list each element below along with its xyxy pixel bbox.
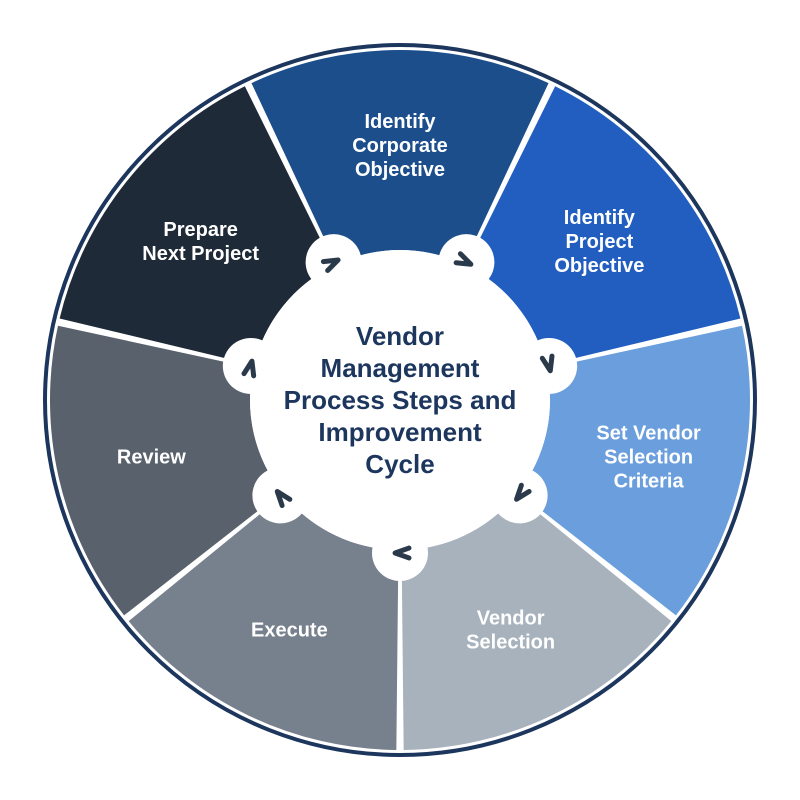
- segment-label-identify-project-objective: IdentifyProjectObjective: [554, 207, 644, 277]
- vendor-management-cycle-chart: IdentifyCorporateObjective IdentifyProjec…: [0, 0, 800, 800]
- segment-label-execute: Execute: [251, 620, 328, 642]
- segment-label-review: Review: [117, 447, 186, 469]
- segment-label-identify-corporate-objective: IdentifyCorporateObjective: [352, 111, 448, 181]
- arrow-badge-3: [372, 525, 428, 581]
